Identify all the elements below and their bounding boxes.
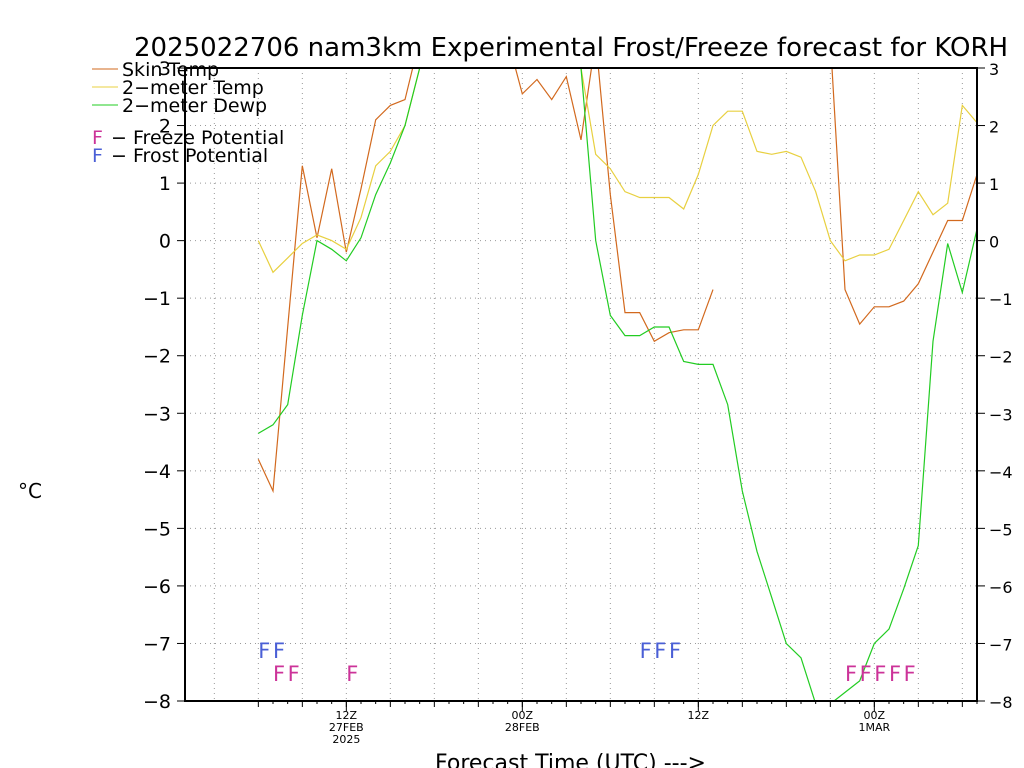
legend: Skin Temp 2−meter Temp 2−meter Dewp F − … <box>92 59 284 167</box>
y-axis-left: −8 −7 −6 −5 −4 −3 −2 −1 0 1 2 3 <box>143 58 185 713</box>
frost-marker: F <box>273 639 285 663</box>
freeze-marker: F <box>288 662 300 686</box>
legend-frost-text: − Frost Potential <box>105 145 268 167</box>
series-line-2-meter-temp <box>580 68 977 262</box>
y-tick-label-left: −5 <box>143 518 171 540</box>
y-tick-label-right: −5 <box>989 520 1013 539</box>
freeze-marker: F <box>904 662 916 686</box>
y-tick-label-left: −6 <box>143 576 171 598</box>
y-tick-label-right: 1 <box>989 175 999 194</box>
series-lines <box>257 68 977 701</box>
freeze-marker: F <box>273 662 285 686</box>
y-tick-label-right: −3 <box>989 405 1013 424</box>
y-tick-label-left: −1 <box>143 288 171 310</box>
frost-marker: F <box>669 639 681 663</box>
x-tick-label: 00Z <box>512 709 534 722</box>
freeze-marker: F <box>845 662 857 686</box>
frost-marker: F <box>640 639 652 663</box>
legend-label-skin-temp: Skin Temp <box>122 59 219 81</box>
series-line-skin-temp <box>831 68 977 326</box>
x-tick-label: 12Z <box>688 709 710 722</box>
x-tick-year: 2025 <box>332 733 360 746</box>
x-tick-date: 1MAR <box>858 721 890 734</box>
y-tick-label-left: 2 <box>159 116 171 138</box>
legend-label-2m-temp: 2−meter Temp <box>122 77 264 99</box>
y-tick-label-left: 1 <box>159 173 171 195</box>
y-tick-label-left: 0 <box>159 231 171 253</box>
freeze-marker: F <box>874 662 886 686</box>
legend-label-2m-dewp: 2−meter Dewp <box>122 95 267 117</box>
y-tick-label-right: 2 <box>989 118 999 137</box>
series-line-skin-temp <box>514 68 714 343</box>
y-tick-label-right: −7 <box>989 635 1013 654</box>
y-tick-label-right: 0 <box>989 233 999 252</box>
y-tick-label-left: 3 <box>159 58 171 80</box>
freeze-marker: F <box>860 662 872 686</box>
x-tick-label: 00Z <box>864 709 886 722</box>
x-tick-label: 12Z <box>336 709 358 722</box>
y-tick-label-left: −3 <box>143 403 171 425</box>
x-tick-date: 28FEB <box>505 721 540 734</box>
series-line-skin-temp <box>257 68 414 494</box>
series-line-2-meter-dewp <box>257 68 421 434</box>
series-line-2-meter-dewp <box>580 68 977 701</box>
y-tick-label-right: −6 <box>989 578 1013 597</box>
series-line-2-meter-temp <box>257 68 421 274</box>
plot-area-border <box>184 67 978 702</box>
y-axis-label: °C <box>18 479 42 503</box>
y-axis-right: −8 −7 −6 −5 −4 −3 −2 −1 0 1 2 3 <box>977 60 1013 712</box>
legend-frost-letter: F <box>92 145 103 167</box>
legend-freeze-letter: F <box>92 127 103 149</box>
y-tick-label-left: −4 <box>143 461 171 483</box>
x-axis-label: Forecast Time (UTC) ---> <box>435 751 706 768</box>
freeze-marker: F <box>346 662 358 686</box>
y-tick-label-right: −8 <box>989 693 1013 712</box>
legend-freeze-text: − Freeze Potential <box>105 127 284 149</box>
y-tick-label-right: 3 <box>989 60 999 79</box>
frost-freeze-markers: F F F F FF F F F F F F F <box>258 639 915 686</box>
freeze-marker: F <box>889 662 901 686</box>
chart-title: 2025022706 nam3km Experimental Frost/Fre… <box>134 33 1008 63</box>
y-tick-label-left: −8 <box>143 691 171 713</box>
frost-marker: F <box>258 639 270 663</box>
y-tick-label-left: −2 <box>143 346 171 368</box>
y-tick-label-right: −1 <box>989 290 1013 309</box>
y-tick-label-right: −4 <box>989 463 1013 482</box>
frost-marker: F <box>654 639 666 663</box>
y-tick-label-left: −7 <box>143 633 171 655</box>
y-tick-label-right: −2 <box>989 348 1013 367</box>
grid <box>185 68 977 701</box>
x-tick-date: 27FEB <box>329 721 364 734</box>
